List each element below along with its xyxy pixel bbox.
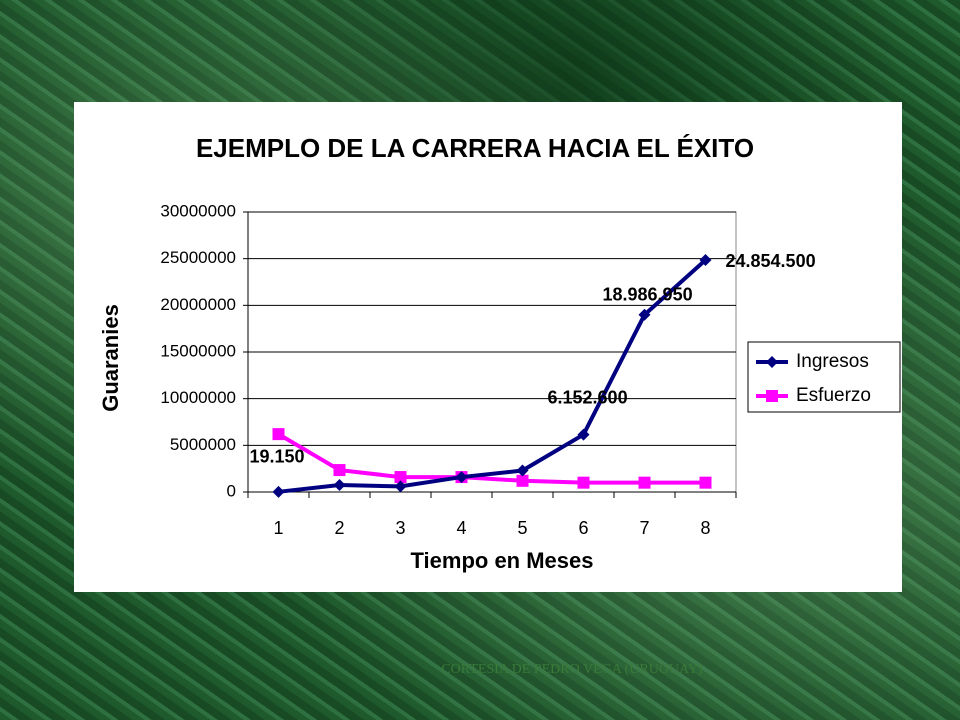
data-label: 24.854.500: [726, 251, 816, 271]
legend-label: Ingresos: [796, 351, 869, 372]
x-tick-label: 6: [578, 518, 588, 538]
y-tick-label: 5000000: [170, 435, 236, 454]
x-tick-label: 2: [334, 518, 344, 538]
series-line: [277, 432, 706, 485]
y-tick-label: 30000000: [160, 201, 236, 220]
marker: [638, 308, 651, 321]
marker: [394, 471, 407, 484]
marker: [272, 485, 285, 498]
data-label: 19.150: [250, 447, 305, 467]
x-tick-label: 8: [700, 518, 710, 538]
marker: [516, 474, 529, 487]
footer: CORTESIA DE PEDRO VEGA (URUGUAY): [441, 662, 703, 677]
marker: [766, 356, 778, 368]
x-tick-label: 7: [639, 518, 649, 538]
marker: [272, 428, 285, 441]
data-label: 6.152.600: [548, 387, 628, 407]
marker: [577, 476, 590, 489]
x-tick-label: 5: [517, 518, 527, 538]
marker: [577, 428, 590, 441]
legend-label: Esfuerzo: [796, 385, 871, 406]
marker: [516, 464, 529, 477]
data-label: 18.986.950: [603, 285, 693, 305]
marker: [699, 476, 712, 489]
x-axis-title: Tiempo en Meses: [411, 548, 594, 573]
x-tick-label: 3: [395, 518, 405, 538]
y-tick-label: 0: [227, 481, 236, 500]
series-line: [278, 258, 707, 494]
y-tick-label: 25000000: [160, 248, 236, 267]
y-tick-label: 15000000: [160, 341, 236, 360]
chart-title: EJEMPLO DE LA CARRERA HACIA EL ÉXITO: [196, 133, 754, 163]
marker: [766, 390, 778, 402]
marker: [699, 254, 712, 267]
marker: [394, 480, 407, 493]
y-tick-label: 20000000: [160, 295, 236, 314]
marker: [455, 471, 468, 484]
marker: [333, 479, 346, 491]
y-axis-title: Guaranies: [98, 304, 123, 412]
x-tick-label: 1: [273, 518, 283, 538]
marker: [638, 476, 651, 489]
marker: [333, 464, 346, 477]
y-tick-label: 10000000: [160, 388, 236, 407]
x-tick-label: 4: [456, 518, 466, 538]
